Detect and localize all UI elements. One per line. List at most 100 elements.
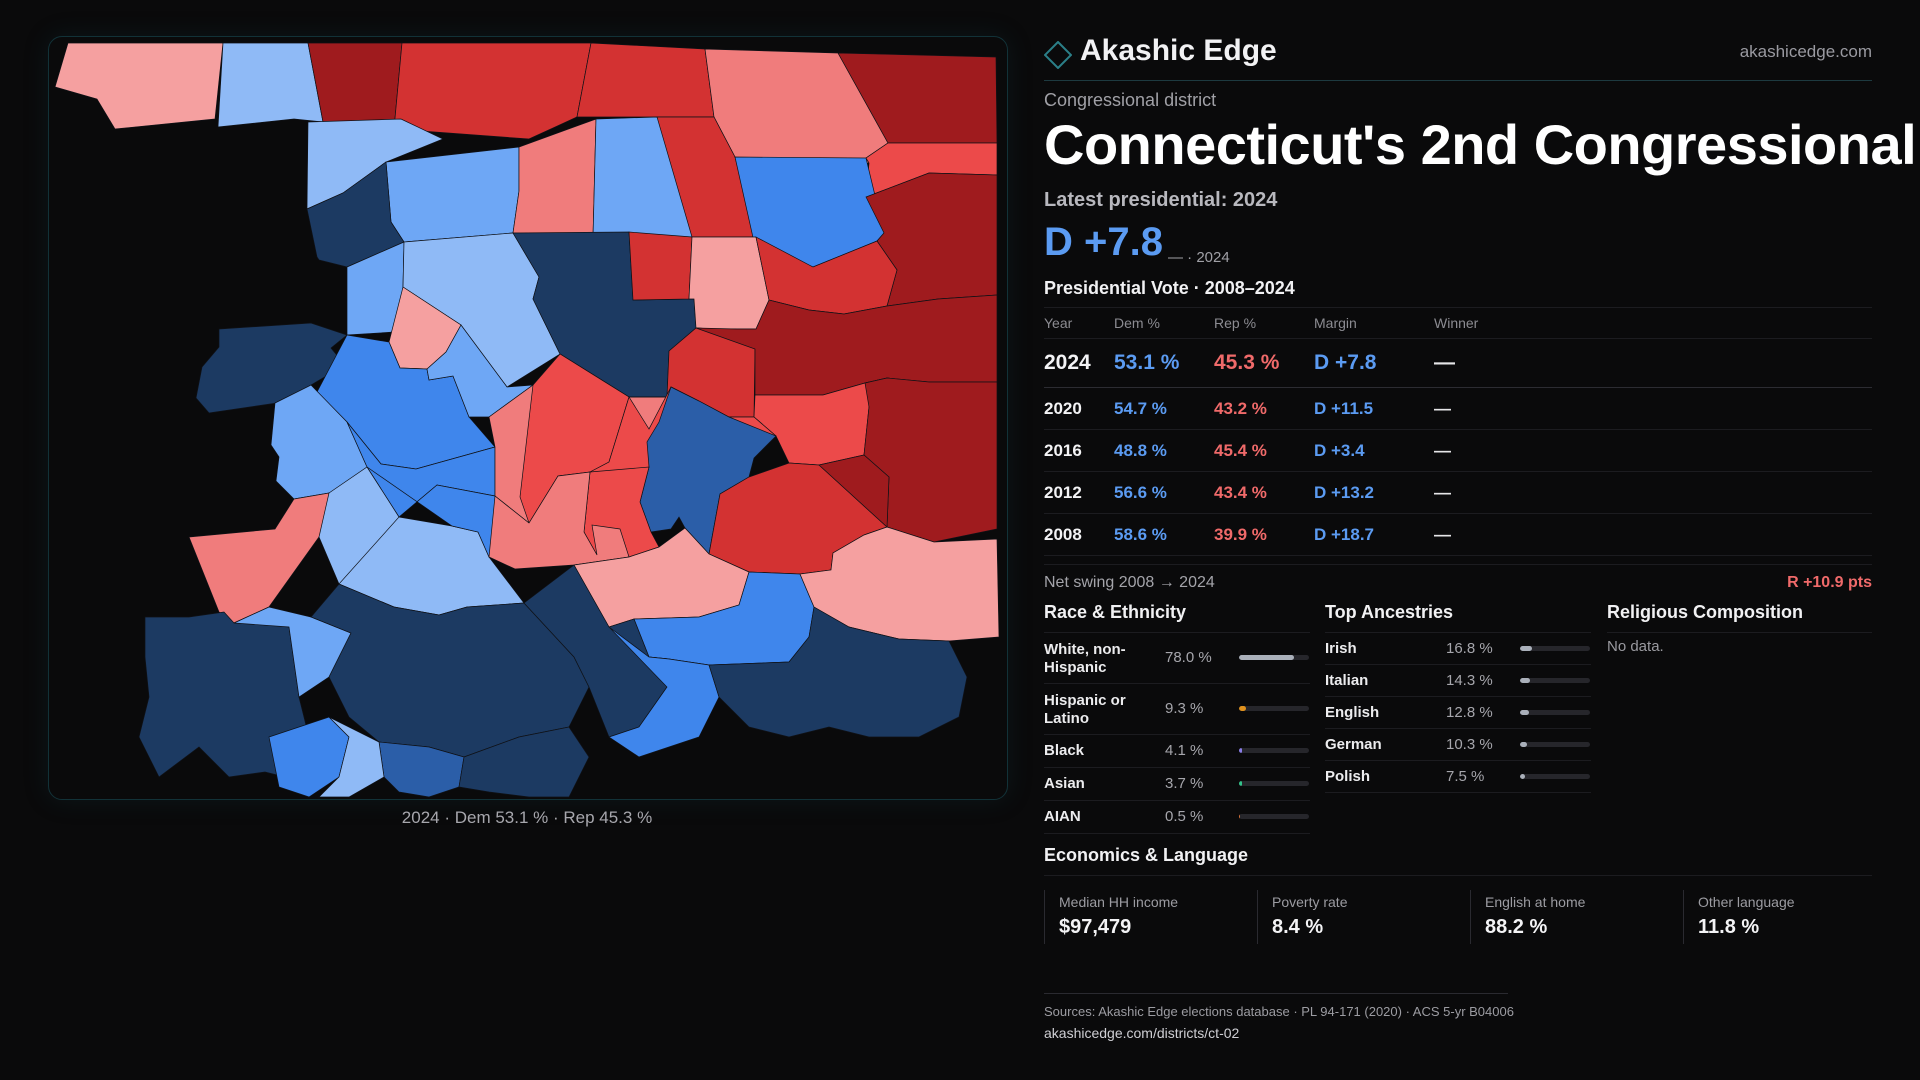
ancestry-value: 10.3 %: [1446, 736, 1493, 753]
race-value: 3.7 %: [1165, 775, 1204, 792]
sources-footer: Sources: Akashic Edge elections database…: [1044, 993, 1514, 1041]
header-year: Year: [1044, 315, 1073, 331]
race-bar: [1239, 781, 1309, 786]
dem-cell: 58.6 %: [1114, 525, 1167, 544]
table-row: 2024 53.1 % 45.3 % D +7.8 —: [1044, 339, 1872, 388]
year-cell: 2008: [1044, 525, 1082, 544]
year-cell: 2024: [1044, 351, 1091, 374]
brand-name[interactable]: Akashic Edge: [1080, 34, 1277, 67]
district-map-svg: [54, 42, 1000, 798]
rep-cell: 39.9 %: [1214, 525, 1267, 544]
race-value: 9.3 %: [1165, 700, 1204, 717]
ancestry-row: Italian 14.3 %: [1325, 665, 1591, 697]
econ-label: Other language: [1698, 894, 1795, 910]
diamond-logo-icon: [1044, 41, 1072, 69]
rep-cell: 45.4 %: [1214, 441, 1267, 460]
ancestry-bar-fill: [1520, 774, 1526, 779]
map-region[interactable]: [217, 42, 324, 128]
header-margin: Margin: [1314, 315, 1357, 331]
map-region[interactable]: [818, 454, 890, 528]
map-region[interactable]: [393, 42, 592, 140]
economics-title: Economics & Language: [1044, 845, 1872, 876]
econ-card-income: Median HH income $97,479: [1044, 890, 1243, 944]
ancestry-label: English: [1325, 704, 1380, 721]
map-region[interactable]: [488, 471, 630, 570]
ancestry-label: Irish: [1325, 640, 1357, 657]
margin-cell: D +18.7: [1314, 525, 1375, 544]
map-region[interactable]: [576, 42, 715, 118]
table-row: 2020 54.7 % 43.2 % D +11.5 —: [1044, 388, 1872, 430]
econ-card-other-language: Other language 11.8 %: [1683, 890, 1882, 944]
econ-value: $97,479: [1059, 916, 1132, 938]
ancestry-row: Irish 16.8 %: [1325, 633, 1591, 665]
ancestry-bar: [1520, 678, 1590, 683]
map-caption: 2024 · Dem 53.1 % · Rep 45.3 %: [401, 808, 653, 827]
net-swing-row: Net swing 2008 → 2024 R +10.9 pts: [1044, 564, 1872, 601]
ancestry-value: 12.8 %: [1446, 704, 1493, 721]
map-region[interactable]: [307, 42, 403, 130]
ancestry-value: 14.3 %: [1446, 672, 1493, 689]
net-swing-label: Net swing 2008 → 2024: [1044, 574, 1215, 591]
map-region[interactable]: [54, 42, 224, 130]
dem-cell: 53.1 %: [1114, 351, 1180, 374]
race-row: Asian 3.7 %: [1044, 768, 1310, 801]
latest-margin-sub: — · 2024: [1168, 249, 1230, 266]
district-map[interactable]: [48, 36, 1008, 800]
winner-cell: —: [1434, 525, 1451, 544]
econ-card-english: English at home 88.2 %: [1470, 890, 1669, 944]
map-region[interactable]: [188, 492, 340, 624]
header-dem: Dem %: [1114, 315, 1160, 331]
map-region[interactable]: [385, 146, 520, 243]
rep-cell: 43.4 %: [1214, 483, 1267, 502]
rep-cell: 43.2 %: [1214, 399, 1267, 418]
ancestry-value: 16.8 %: [1446, 640, 1493, 657]
ancestry-bar: [1520, 774, 1590, 779]
race-row: Hispanic or Latino 9.3 %: [1044, 684, 1310, 735]
ancestry-label: Polish: [1325, 768, 1371, 785]
map-region[interactable]: [608, 626, 720, 758]
race-row: Black 4.1 %: [1044, 735, 1310, 768]
presidential-vote-table: Year Dem % Rep % Margin Winner 2024 53.1…: [1044, 307, 1872, 556]
dem-cell: 48.8 %: [1114, 441, 1167, 460]
ancestry-bar: [1520, 646, 1590, 651]
religion-title: Religious Composition: [1607, 602, 1872, 633]
religion-empty: No data.: [1607, 638, 1664, 655]
race-value: 78.0 %: [1165, 649, 1212, 666]
map-region[interactable]: [318, 466, 400, 585]
ancestry-row: Polish 7.5 %: [1325, 761, 1591, 793]
table-row: 2008 58.6 % 39.9 % D +18.7 —: [1044, 514, 1872, 556]
map-region[interactable]: [708, 606, 968, 738]
margin-cell: D +11.5: [1314, 399, 1374, 418]
race-label: Black: [1044, 742, 1085, 759]
race-bar: [1239, 706, 1309, 711]
map-region[interactable]: [628, 231, 693, 301]
map-region[interactable]: [688, 236, 770, 330]
ancestry-bar-fill: [1520, 678, 1530, 683]
header-winner: Winner: [1434, 315, 1479, 331]
race-bar-fill: [1239, 706, 1246, 711]
map-region[interactable]: [378, 741, 465, 798]
district-link[interactable]: akashicedge.com/districts/ct-02: [1044, 1025, 1240, 1041]
map-region[interactable]: [318, 716, 385, 798]
econ-label: Poverty rate: [1272, 894, 1348, 910]
rep-cell: 45.3 %: [1214, 351, 1280, 374]
race-label: Asian: [1044, 775, 1085, 792]
econ-label: Median HH income: [1059, 894, 1179, 910]
map-region[interactable]: [458, 726, 590, 798]
race-value: 4.1 %: [1165, 742, 1204, 759]
table-header: Year Dem % Rep % Margin Winner: [1044, 307, 1872, 339]
race-bar-fill: [1239, 814, 1241, 819]
race-row: AIAN 0.5 %: [1044, 801, 1310, 834]
dem-cell: 54.7 %: [1114, 399, 1167, 418]
table-row: 2012 56.6 % 43.4 % D +13.2 —: [1044, 472, 1872, 514]
race-ethnicity-title: Race & Ethnicity: [1044, 602, 1310, 633]
race-value: 0.5 %: [1165, 808, 1204, 825]
race-label: AIAN: [1044, 808, 1081, 825]
year-cell: 2016: [1044, 441, 1082, 460]
brand-url-link[interactable]: akashicedge.com: [1739, 42, 1872, 61]
race-label: White, non-Hispanic: [1044, 641, 1126, 676]
page-title: Connecticut's 2nd Congressional District: [1044, 113, 1920, 176]
dem-cell: 56.6 %: [1114, 483, 1167, 502]
race-row: White, non-Hispanic 78.0 %: [1044, 633, 1310, 684]
ancestry-label: Italian: [1325, 672, 1369, 689]
